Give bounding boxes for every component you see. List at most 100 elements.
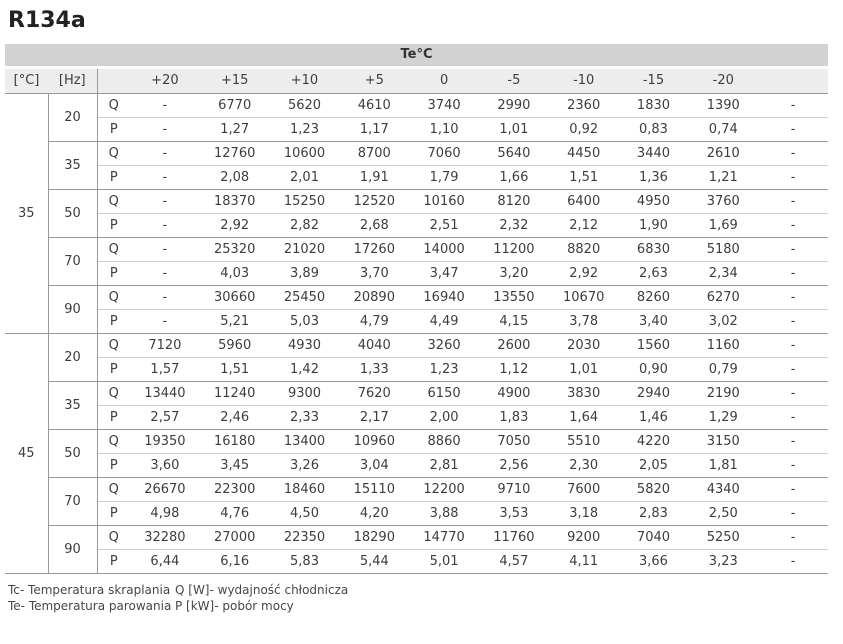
p-value-cell: 2,81 [409,453,479,478]
p-value-cell: 3,20 [478,261,549,286]
p-value-cell: 4,79 [339,309,410,334]
table-row: P -2,92 2,82 2,68 2,51 2,32 2,12 1,90 1,69- [5,213,828,238]
p-value-cell: 1,27 [199,117,270,142]
p-value-cell: 3,04 [339,453,410,478]
metric-label: Q [97,285,130,310]
p-value-cell: 3,40 [618,309,689,334]
p-value-cell: - [758,549,828,574]
p-value-cell: - [758,501,828,526]
p-value-cell: 1,64 [548,405,619,430]
p-value-cell: 2,51 [409,213,479,238]
p-value-cell: - [758,213,828,238]
p-value-cell: 4,20 [339,501,410,526]
q-value-cell: 6150 [409,381,479,406]
q-value-cell: 2610 [688,141,759,166]
q-value-cell: 11240 [199,381,270,406]
p-value-cell: 2,34 [688,261,759,286]
te-col-header: +10 [269,67,340,94]
te-col-header: -20 [688,67,759,94]
q-value-cell: 13400 [269,429,340,454]
table-row: P 1,57 1,51 1,42 1,33 1,23 1,12 1,01 0,90 0,79- [5,357,828,382]
q-value-cell: 1390 [688,93,759,118]
p-value-cell: 2,92 [199,213,270,238]
p-value-cell: - [758,357,828,382]
hz-cell: 90 [48,285,98,334]
p-value-cell: 0,79 [688,357,759,382]
q-value-cell: 4610 [339,93,410,118]
p-value-cell: 2,63 [618,261,689,286]
q-value-cell: 4950 [618,189,689,214]
p-value-cell: 6,44 [130,549,200,574]
p-value-cell: 3,89 [269,261,340,286]
q-value-cell: - [758,141,828,166]
q-value-cell: 18460 [269,477,340,502]
q-value-cell: 6770 [199,93,270,118]
p-value-cell: 1,01 [548,357,619,382]
p-value-cell: - [758,309,828,334]
q-value-cell: 1160 [688,333,759,358]
p-value-cell: 2,05 [618,453,689,478]
p-value-cell: 4,15 [478,309,549,334]
p-value-cell: 1,23 [269,117,340,142]
table-row: P -2,08 2,01 1,91 1,79 1,66 1,51 1,36 1,21- [5,165,828,190]
q-value-cell: 3440 [618,141,689,166]
p-value-cell: 6,16 [199,549,270,574]
metric-label: Q [97,477,130,502]
legend: Tc- Temperatura skraplania Te- Temperatu… [8,582,828,614]
te-group-header-row: Te°C [5,44,828,69]
p-value-cell: 3,23 [688,549,759,574]
p-value-cell: 1,12 [478,357,549,382]
p-value-cell: 1,51 [199,357,270,382]
q-value-cell: 3150 [688,429,759,454]
q-value-cell: 4040 [339,333,410,358]
p-value-cell: 1,57 [130,357,200,382]
q-value-cell: 27000 [199,525,270,550]
te-col-header: -10 [548,67,619,94]
metric-label: P [97,309,130,334]
p-value-cell: 1,21 [688,165,759,190]
q-value-cell: - [130,285,200,310]
q-value-cell: 4220 [618,429,689,454]
p-value-cell: 5,21 [199,309,270,334]
table-row: P 4,98 4,76 4,50 4,20 3,88 3,53 3,18 2,83 2,50- [5,501,828,526]
q-value-cell: 2030 [548,333,619,358]
metric-label: P [97,261,130,286]
p-value-cell: 5,01 [409,549,479,574]
p-value-cell: 4,50 [269,501,340,526]
tc-unit-header: [°C] [5,67,48,94]
p-value-cell: 1,29 [688,405,759,430]
p-value-cell: 3,78 [548,309,619,334]
hz-cell: 90 [48,525,98,574]
table-row: 35 Q -12760 10600 8700 7060 5640 4450 3440 2610- [5,141,828,190]
q-value-cell: 2190 [688,381,759,406]
p-value-cell: 5,44 [339,549,410,574]
hz-cell: 20 [48,333,98,382]
p-value-cell: - [758,165,828,190]
p-value-cell: 1,10 [409,117,479,142]
p-value-cell: 1,42 [269,357,340,382]
te-col-header: +15 [199,67,270,94]
tc-cell: 45 [5,333,49,574]
q-value-cell: 26670 [130,477,200,502]
p-value-cell: - [130,309,200,334]
p-value-cell: - [758,261,828,286]
q-value-cell: 2600 [478,333,549,358]
q-value-cell: 6400 [548,189,619,214]
metric-label: P [97,117,130,142]
hz-cell: 50 [48,189,98,238]
q-value-cell: - [130,189,200,214]
table-row: P -4,03 3,89 3,70 3,47 3,20 2,92 2,63 2,34- [5,261,828,286]
q-value-cell: 5510 [548,429,619,454]
capacity-table: Te°C [°C] [Hz] +20 +15 +10 +5 0 -5 -10 -… [5,44,828,574]
metric-label: Q [97,93,130,118]
q-value-cell: 25320 [199,237,270,262]
q-value-cell: 1830 [618,93,689,118]
q-value-cell: 3830 [548,381,619,406]
te-col-header: +5 [339,67,410,94]
p-value-cell: 2,68 [339,213,410,238]
q-value-cell: 2990 [478,93,549,118]
p-value-cell: 3,88 [409,501,479,526]
p-value-cell: - [130,117,200,142]
q-value-cell: 4340 [688,477,759,502]
p-value-cell: - [130,261,200,286]
